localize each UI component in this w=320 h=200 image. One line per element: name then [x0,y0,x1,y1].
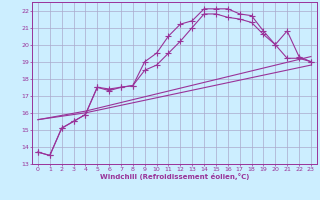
X-axis label: Windchill (Refroidissement éolien,°C): Windchill (Refroidissement éolien,°C) [100,173,249,180]
